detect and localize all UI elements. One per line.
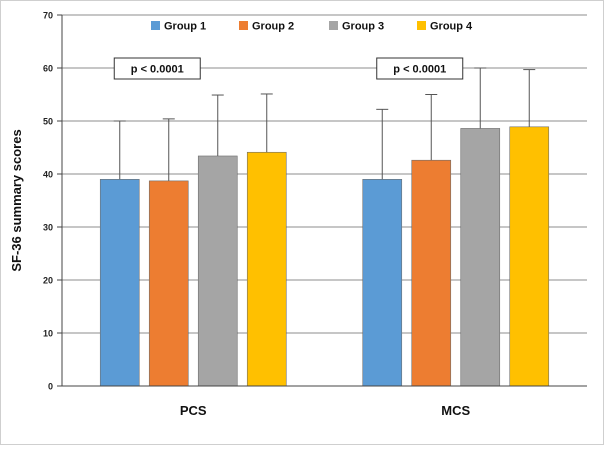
bar-group-4-mcs bbox=[509, 126, 550, 387]
bar-group-1-pcs bbox=[99, 179, 140, 387]
y-tick-label: 30 bbox=[43, 223, 53, 233]
x-category-label: PCS bbox=[180, 403, 207, 418]
y-tick-label: 50 bbox=[43, 117, 53, 127]
bar-group-2-pcs bbox=[148, 180, 189, 387]
legend-swatch bbox=[239, 21, 248, 30]
annotations-layer: p < 0.0001 p < 0.0001 bbox=[113, 57, 464, 80]
y-tick-label: 40 bbox=[43, 170, 53, 180]
legend-label: Group 2 bbox=[252, 21, 294, 33]
legend-swatch bbox=[417, 21, 426, 30]
p-value-box bbox=[376, 57, 464, 80]
legend-swatch bbox=[329, 21, 338, 30]
p-value-label: p < 0.0001 bbox=[131, 64, 184, 76]
legend-label: Group 1 bbox=[164, 21, 206, 33]
bar-group-3-mcs bbox=[460, 128, 501, 387]
labels-layer: 0 10 20 30 40 50 60 70 SF-36 summary scores PCS MC… bbox=[9, 11, 471, 419]
y-tick-label: 10 bbox=[43, 329, 53, 339]
p-value-label: p < 0.0001 bbox=[393, 64, 446, 76]
legend-label: Group 3 bbox=[342, 21, 384, 33]
axes-layer bbox=[57, 14, 587, 387]
y-tick-label: 20 bbox=[43, 276, 53, 286]
bars-layer bbox=[99, 67, 550, 387]
y-tick-label: 0 bbox=[48, 382, 53, 392]
legend-swatch bbox=[151, 21, 160, 30]
y-axis-label: SF-36 summary scores bbox=[9, 129, 24, 271]
legend: Group 1 Group 2 Group 3 Group 4 bbox=[151, 21, 473, 33]
p-value-box bbox=[113, 57, 201, 80]
y-tick-label: 60 bbox=[43, 64, 53, 74]
y-tick-label: 70 bbox=[43, 11, 53, 21]
x-category-label: MCS bbox=[441, 403, 470, 418]
bar-group-4-pcs bbox=[246, 151, 287, 387]
bar-group-3-pcs bbox=[197, 155, 238, 387]
legend-label: Group 4 bbox=[430, 21, 473, 33]
bar-group-1-mcs bbox=[362, 179, 403, 387]
bar-group-2-mcs bbox=[411, 159, 452, 387]
